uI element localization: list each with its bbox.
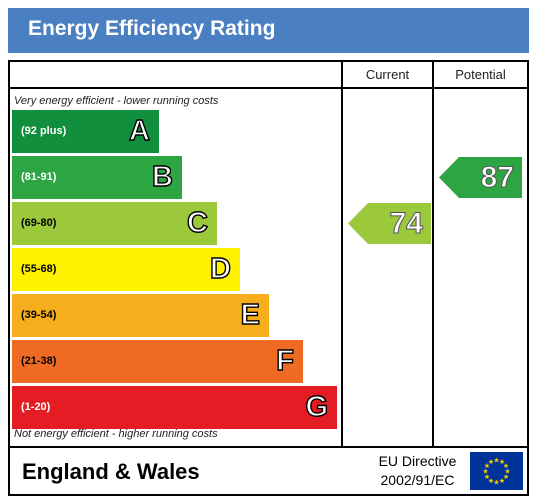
region-label: England & Wales [22,459,200,484]
band-d: (55-68) D [12,248,240,291]
eu-star-icon: ★ [503,473,509,481]
eu-flag-icon: ★ ★ ★ ★ ★ ★ ★ ★ ★ ★ ★ ★ [470,452,523,490]
band-b-range: (81-91) [21,171,57,183]
band-e-range: (39-54) [21,309,57,321]
potential-rating-arrow: 87 [439,157,522,198]
eu-star-icon: ★ [488,477,494,485]
bottom-note: Not energy efficient - higher running co… [14,428,218,440]
chart-title: Energy Efficiency Rating [8,8,529,53]
band-f-range: (21-38) [21,355,57,367]
band-d-letter: D [209,252,231,285]
eu-star-icon: ★ [493,457,499,465]
eu-star-icon: ★ [484,473,490,481]
current-column-header: Current [365,67,410,82]
band-g-letter: G [305,390,329,423]
band-g-range: (1-20) [21,401,51,413]
eu-directive-line1: EU Directive [378,453,457,469]
current-rating-arrow: 74 [348,203,431,244]
band-c-letter: C [186,206,208,239]
band-g: (1-20) G [12,386,337,429]
footer-divider [8,446,529,448]
band-d-range: (55-68) [21,263,57,275]
band-f-letter: F [276,344,295,377]
top-note: Very energy efficient - lower running co… [14,95,219,107]
eu-star-icon: ★ [482,468,488,476]
band-f: (21-38) F [12,340,303,383]
potential-rating-value: 87 [480,161,514,195]
rating-table-frame [8,60,529,496]
eu-star-icon: ★ [499,477,505,485]
band-b: (81-91) B [12,156,182,199]
current-rating-value: 74 [389,207,423,241]
eu-star-icon: ★ [504,468,510,476]
band-a: (92 plus) A [12,110,159,153]
band-a-letter: A [128,114,150,147]
potential-column-divider [432,60,434,448]
current-column-divider [341,60,343,448]
band-a-range: (92 plus) [21,125,67,137]
band-c-range: (69-80) [21,217,57,229]
eu-star-icon: ★ [493,479,499,487]
eu-star-icon: ★ [499,458,505,466]
band-c: (69-80) C [12,202,217,245]
potential-column-header: Potential [455,67,506,82]
header-divider [8,87,529,89]
eu-star-icon: ★ [484,462,490,470]
eu-directive-line2: 2002/91/EC [380,472,455,488]
band-b-letter: B [151,160,173,193]
eu-directive-label: EU Directive 2002/91/EC [370,452,465,490]
band-e-letter: E [240,298,261,331]
band-e: (39-54) E [12,294,269,337]
eu-star-icon: ★ [488,458,494,466]
eu-star-icon: ★ [503,462,509,470]
